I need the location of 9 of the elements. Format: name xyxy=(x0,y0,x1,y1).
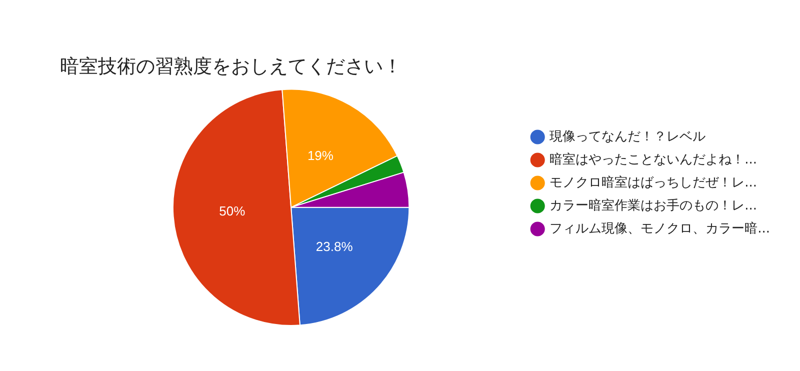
legend-label: 現像ってなんだ！？レベル xyxy=(550,129,706,144)
legend-label: フィルム現像、モノクロ、カラー暗... xyxy=(550,221,770,236)
legend-label: カラー暗室作業はお手のもの！レ... xyxy=(550,197,758,214)
data-label: 19% xyxy=(307,148,334,163)
chart-title: 暗室技術の習熟度をおしえてください！ xyxy=(60,55,402,78)
legend-label: モノクロ暗室はばっちしだぜ！レ... xyxy=(550,174,758,190)
data-label: 23.8% xyxy=(316,239,354,254)
data-label: 50% xyxy=(219,203,246,218)
legend-label: 暗室はやったことないんだよね！... xyxy=(550,151,758,168)
